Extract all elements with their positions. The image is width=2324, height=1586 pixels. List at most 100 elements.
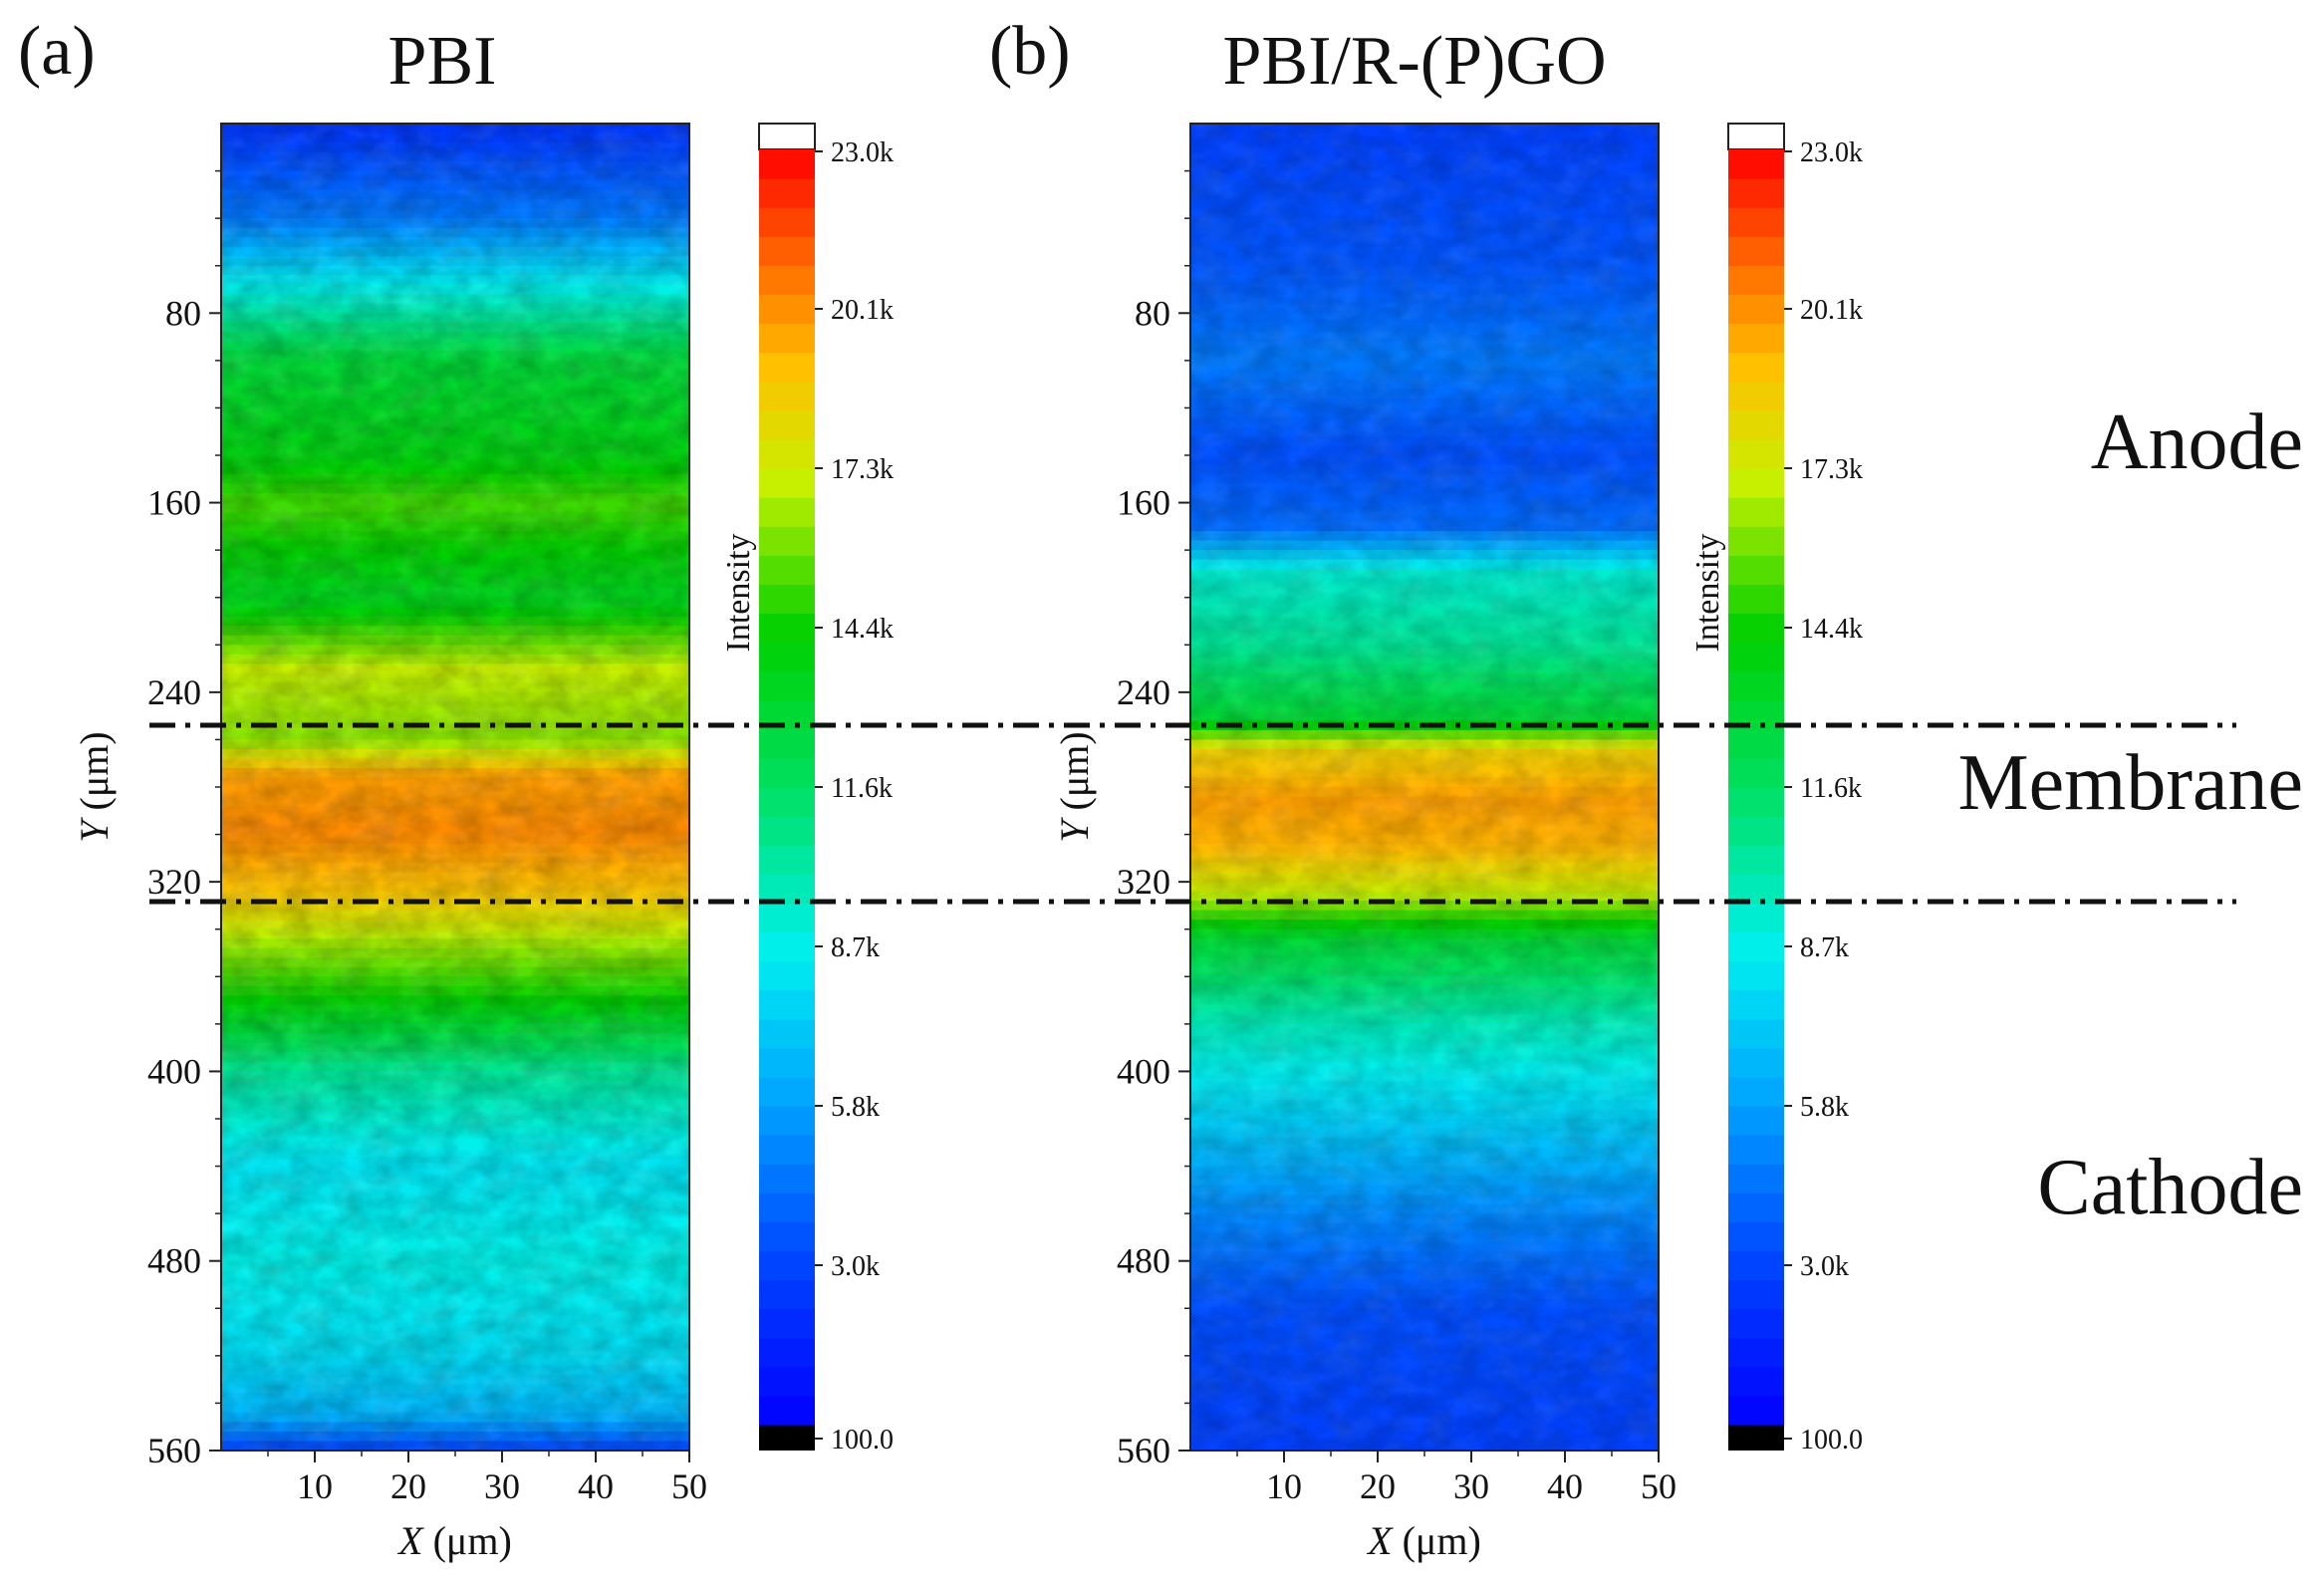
colorbar-a-band (759, 1047, 815, 1078)
colorbar-a-band (759, 438, 815, 469)
colorbar-a-band (759, 294, 815, 325)
colorbar-a-bands (759, 149, 815, 1426)
colorbar-b-tick-label: 5.8k (1800, 1092, 1849, 1123)
colorbar-b-band (1728, 438, 1784, 469)
colorbar-a-band (759, 178, 815, 208)
colorbar-a-band (759, 728, 815, 759)
colorbar-b-band (1728, 642, 1784, 672)
x-axis-label-a: X (μm) (396, 1518, 512, 1563)
x-tick-label-a: 20 (390, 1466, 426, 1506)
colorbar-a-band (759, 207, 815, 237)
colorbar-b-band (1728, 409, 1784, 440)
y-tick-label-a: 560 (147, 1431, 201, 1470)
colorbar-b-band (1728, 989, 1784, 1020)
colorbar-a-band (759, 497, 815, 527)
colorbar-b-band (1728, 526, 1784, 556)
colorbar-a-band (759, 1279, 815, 1310)
colorbar-a-ticks: 23.0k 20.1k 17.3k 14.4k 11.6k 8.7k 5.8k 3.0k 100… (815, 137, 894, 1455)
x-axis-a: 10 20 30 40 50 (267, 1451, 707, 1506)
colorbar-b-band (1728, 1047, 1784, 1078)
colorbar-a-band (759, 1192, 815, 1222)
colorbar-b-band (1728, 381, 1784, 411)
colorbar-a-bottom-cap (759, 1425, 815, 1451)
heatmap-a-texture-light (221, 124, 689, 1451)
colorbar-a-band (759, 903, 815, 933)
colorbar-a-tick-label: 100.0 (831, 1425, 894, 1455)
colorbar-a-tick-label: 14.4k (831, 614, 894, 645)
colorbar-a-tick-label: 11.6k (831, 773, 893, 804)
x-tick-label-a: 30 (484, 1466, 520, 1506)
colorbar-b-band (1728, 903, 1784, 933)
colorbar-b-band (1728, 874, 1784, 904)
y-tick-label-b: 80 (1135, 293, 1170, 333)
colorbar-b-bottom-cap (1728, 1425, 1784, 1451)
y-axis-a: 80 160 240 320 400 480 560 (147, 169, 221, 1470)
y-axis-label-b: Y (μm) (1052, 731, 1097, 842)
colorbar-b-band (1728, 236, 1784, 266)
y-axis-b: 80 160 240 320 400 480 560 (1117, 169, 1190, 1470)
colorbar-b-band (1728, 728, 1784, 759)
colorbar-b-band (1728, 1076, 1784, 1107)
colorbar-a-band (759, 468, 815, 498)
colorbar-a-tick-label: 17.3k (831, 454, 894, 485)
heatmap-b (1189, 123, 1660, 1452)
colorbar-a-band (759, 1018, 815, 1049)
x-axis-label-a-unit: (μm) (423, 1518, 512, 1563)
colorbar-b-bands (1728, 149, 1784, 1426)
x-tick-label-a: 50 (671, 1466, 707, 1506)
colorbar-b-band (1728, 787, 1784, 817)
colorbar-b-band (1728, 584, 1784, 615)
colorbar-b-band (1728, 1250, 1784, 1281)
colorbar-b-band (1728, 757, 1784, 788)
membrane-label: Membrane (1957, 739, 2303, 827)
colorbar-a-band (759, 1308, 815, 1339)
x-tick-label-a: 10 (297, 1466, 333, 1506)
x-tick-label-b: 40 (1547, 1466, 1583, 1506)
colorbar-a-tick-label: 5.8k (831, 1092, 880, 1123)
colorbar-b-band (1728, 1279, 1784, 1310)
colorbar-b-band (1728, 149, 1784, 179)
colorbar-a-band (759, 265, 815, 296)
colorbar-b-tick-label: 14.4k (1800, 614, 1863, 645)
colorbar-b-tick-label: 23.0k (1800, 137, 1863, 168)
colorbar-a-band (759, 989, 815, 1020)
panel-b: (b) PBI/R-(P)GO 80 160 240 320 400 480 560 10 2… (989, 13, 1863, 1563)
colorbar-a-band (759, 352, 815, 383)
x-axis-b: 10 20 30 40 50 (1236, 1451, 1677, 1506)
colorbar-a-band (759, 642, 815, 672)
colorbar-b-band (1728, 1395, 1784, 1426)
x-tick-label-b: 10 (1266, 1466, 1302, 1506)
y-tick-label-b: 240 (1117, 672, 1170, 712)
colorbar-b-label: Intensity (1689, 534, 1726, 653)
colorbar-a-band (759, 670, 815, 701)
colorbar-a-tick-label: 20.1k (831, 295, 894, 326)
colorbar-b-band (1728, 323, 1784, 354)
heatmap-b-texture-light (1190, 124, 1659, 1451)
heatmap-a (220, 123, 690, 1452)
colorbar-b-band (1728, 352, 1784, 383)
panel-b-label: (b) (989, 13, 1071, 90)
panel-a-title: PBI (388, 23, 497, 100)
colorbar-a-band (759, 1135, 815, 1165)
colorbar-a-band (759, 1337, 815, 1368)
colorbar-a-band (759, 236, 815, 266)
colorbar-a-band (759, 1366, 815, 1397)
colorbar-b-band (1728, 555, 1784, 585)
y-tick-label-b: 400 (1117, 1051, 1170, 1091)
y-tick-label-a: 480 (147, 1241, 201, 1281)
colorbar-a-label: Intensity (720, 534, 757, 653)
colorbar-b-band (1728, 1337, 1784, 1368)
colorbar-b-band (1728, 613, 1784, 644)
colorbar-a-band (759, 1106, 815, 1136)
colorbar-a-band (759, 757, 815, 788)
colorbar-a-band (759, 584, 815, 615)
y-tick-label-a: 240 (147, 672, 201, 712)
colorbar-a: 23.0k 20.1k 17.3k 14.4k 11.6k 8.7k 5.8k 3.0k 100… (720, 123, 894, 1455)
colorbar-b-band (1728, 1308, 1784, 1339)
colorbar-a-tick-label: 3.0k (831, 1251, 880, 1282)
colorbar-a-band (759, 1250, 815, 1281)
x-tick-label-a: 40 (578, 1466, 614, 1506)
colorbar-a-band (759, 149, 815, 179)
